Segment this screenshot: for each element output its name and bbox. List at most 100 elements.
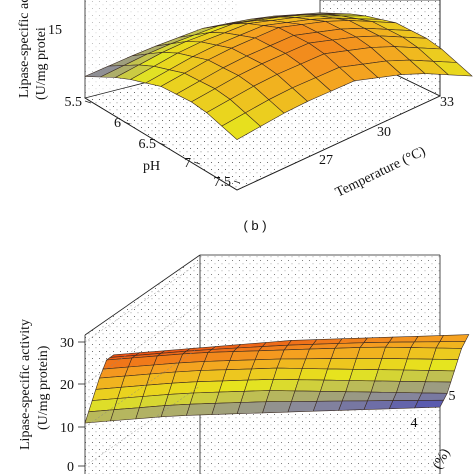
surface-cell (164, 392, 195, 406)
z-axis-ticks-bottom: 0 10 20 30 (60, 261, 201, 474)
surface-cell (439, 334, 470, 343)
surface-cell (327, 357, 357, 370)
surface-cell (428, 358, 459, 372)
panel-label-b: ( b ) (243, 218, 266, 233)
surface-cell (363, 400, 394, 410)
surface-cell (316, 390, 347, 402)
surface-cell (406, 347, 437, 360)
y-axis-tick-label: 27 (319, 153, 333, 168)
surface-cell (229, 350, 260, 361)
surface-cell (432, 347, 463, 360)
x-axis-tick-label: 7 (184, 156, 191, 171)
z-axis-tick-label: 20 (60, 378, 74, 393)
surface-cell (377, 358, 408, 371)
surface-cell (384, 341, 415, 348)
surface-cell (196, 369, 227, 383)
surface-cell (269, 378, 300, 392)
surface-cell (262, 401, 292, 414)
surface-cell (424, 370, 455, 383)
surface-cell (421, 381, 452, 394)
surface-cell (298, 368, 329, 381)
surface-cell (221, 112, 262, 140)
surface-cell (160, 403, 191, 418)
surface-cell (222, 368, 252, 382)
surface-cell (218, 379, 249, 393)
surface-cell (240, 390, 271, 403)
surface-cell (359, 341, 390, 348)
surface-cell (410, 341, 441, 349)
surface-cell (236, 401, 267, 415)
surface-cell (185, 402, 216, 416)
surface-cell (341, 391, 372, 402)
surface-cell (399, 369, 430, 383)
surface-cell (370, 380, 401, 393)
x-axis-label: pH (143, 159, 160, 174)
y-axis-label: Temperature (°C) (333, 144, 428, 201)
surface-cell (305, 347, 336, 360)
surface-cell (171, 370, 202, 384)
surface-cell (330, 347, 361, 359)
surface-cell (417, 392, 448, 401)
surface-cell (435, 341, 466, 349)
surface-cell (312, 400, 343, 412)
surface-cell (338, 400, 368, 411)
surface-cell (243, 378, 274, 392)
surface-cell (301, 358, 332, 370)
surface-cell (225, 359, 256, 371)
surface-cell (211, 402, 242, 415)
surface-cell (388, 400, 419, 410)
surface-cell (414, 399, 445, 409)
z-axis-label-line2: (U/mg protein) (36, 345, 51, 430)
surface-cell (323, 368, 354, 381)
z-axis-tick-label: 10 (60, 421, 74, 436)
x-axis-tick-label: 6.5 (139, 137, 157, 152)
surface-cell (356, 346, 386, 359)
surface-cell (247, 367, 278, 381)
surface-cell (265, 390, 296, 403)
z-axis-tick: 15 (48, 23, 62, 38)
surface-cell (214, 390, 245, 404)
surface-cell (254, 349, 285, 361)
surface-cell (189, 391, 220, 405)
surface-cell (287, 400, 318, 413)
surface-cell (396, 380, 426, 394)
y-axis-tick-label: 30 (377, 125, 391, 140)
surface-cell (352, 357, 383, 371)
surface-plot-bottom (84, 334, 470, 424)
surface-cell (392, 392, 423, 401)
surface-cell (251, 358, 281, 370)
surface-cell (291, 390, 321, 402)
surface-cell (432, 60, 473, 77)
surface-cell (381, 346, 412, 360)
surface-cell (276, 358, 307, 369)
surface-cell (203, 351, 234, 362)
surface-cell (403, 358, 434, 371)
surface-cell (348, 368, 379, 382)
y-axis-tick-label: 33 (440, 95, 454, 110)
z-axis-label-line1: Lipase-specific ac (17, 0, 32, 98)
surface-cell (363, 336, 394, 344)
surface-cell (374, 369, 405, 382)
surface-cell (413, 335, 444, 343)
z-axis-label-line1: Lipase-specific activity (18, 319, 33, 450)
surface-cell (294, 379, 325, 392)
surface-cell (272, 367, 303, 381)
surface-cell (345, 380, 376, 393)
y-axis-ticks-bottom: 45 (411, 389, 456, 431)
surface-cell (84, 409, 115, 424)
surface-cell (367, 391, 397, 402)
surface-cell (200, 360, 231, 371)
x-axis-tick-label: 6 (114, 116, 121, 131)
surface-cell (319, 379, 350, 393)
y-axis-tick-label: 5 (449, 389, 456, 404)
z-axis-tick-label: 30 (60, 336, 74, 351)
surface-cell (280, 348, 310, 360)
surface-cell (135, 405, 166, 420)
surface-plot-top (84, 12, 473, 140)
y-axis-tick-label: 4 (411, 416, 418, 431)
surface-cell (84, 65, 124, 78)
